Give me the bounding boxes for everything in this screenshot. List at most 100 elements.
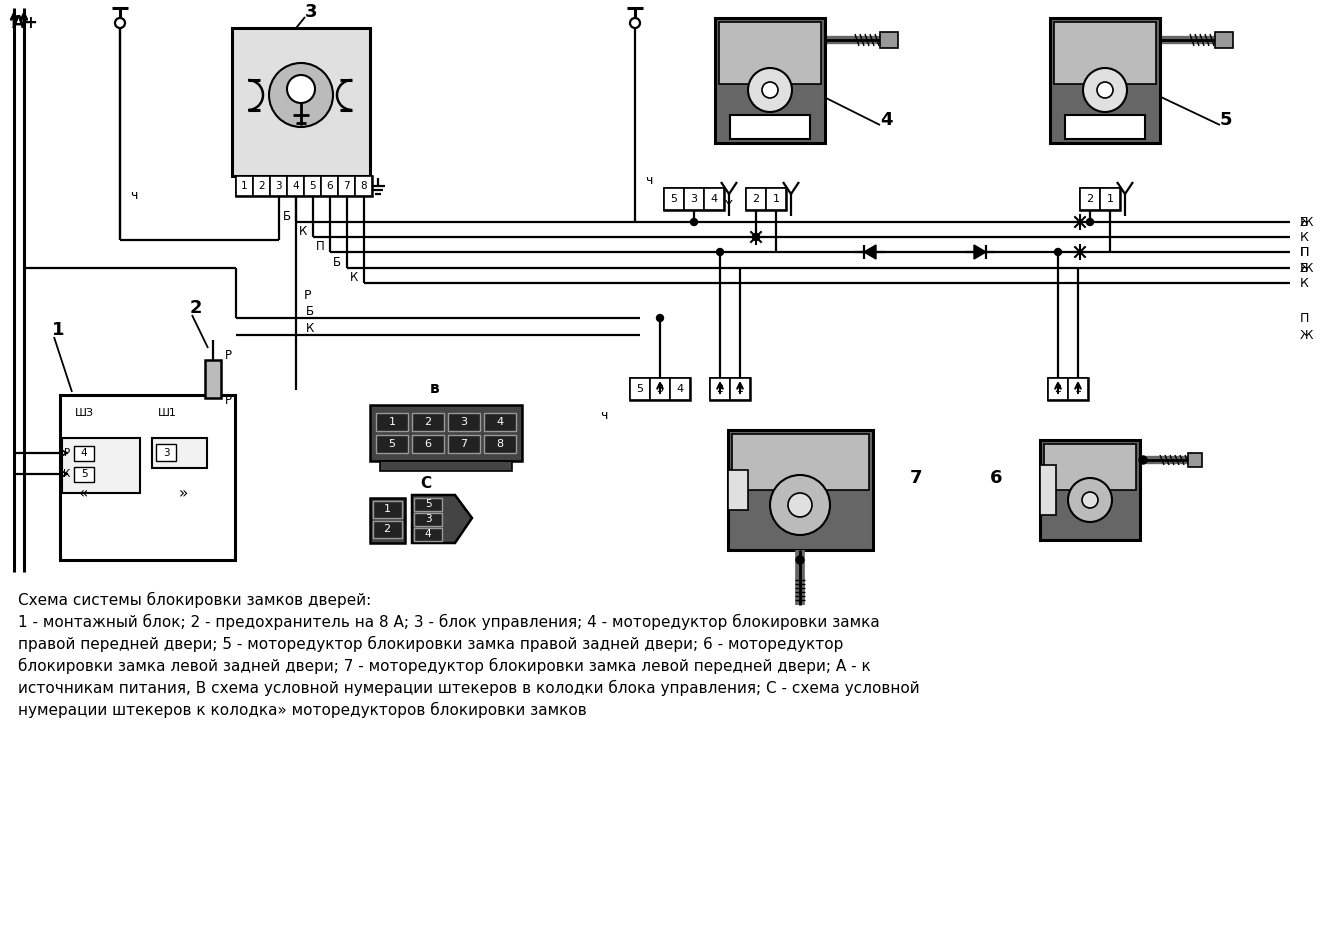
Bar bbox=[287, 176, 305, 196]
Text: 2: 2 bbox=[717, 384, 724, 394]
Bar bbox=[1053, 22, 1156, 84]
Text: источникам питания, В схема условной нумерации штекеров в колодки блока управлен: источникам питания, В схема условной нум… bbox=[19, 680, 919, 697]
Bar bbox=[732, 434, 868, 490]
Circle shape bbox=[630, 18, 640, 28]
Text: 3: 3 bbox=[460, 417, 468, 427]
Text: +: + bbox=[23, 14, 37, 32]
Circle shape bbox=[1083, 68, 1127, 112]
Text: 3: 3 bbox=[690, 194, 697, 204]
Text: 3: 3 bbox=[657, 384, 664, 394]
Text: Схема системы блокировки замков дверей:: Схема системы блокировки замков дверей: bbox=[19, 592, 371, 608]
Circle shape bbox=[1097, 82, 1113, 98]
Text: ШЗ: ШЗ bbox=[74, 408, 94, 418]
Bar bbox=[1040, 465, 1056, 515]
Circle shape bbox=[287, 75, 315, 103]
Bar bbox=[1040, 440, 1140, 540]
Bar bbox=[728, 470, 747, 510]
Text: 3: 3 bbox=[424, 514, 431, 524]
Bar bbox=[1188, 453, 1202, 467]
Text: 6: 6 bbox=[326, 181, 332, 191]
Bar bbox=[1216, 32, 1233, 48]
Bar bbox=[412, 413, 444, 431]
Text: «: « bbox=[80, 486, 89, 501]
Bar bbox=[684, 188, 704, 210]
Text: 1: 1 bbox=[1075, 384, 1081, 394]
Text: 2: 2 bbox=[383, 524, 391, 534]
Polygon shape bbox=[974, 245, 986, 259]
Circle shape bbox=[747, 68, 791, 112]
Bar bbox=[152, 438, 207, 468]
Bar bbox=[630, 378, 650, 400]
Text: 2: 2 bbox=[190, 299, 202, 317]
Text: Ж: Ж bbox=[1299, 328, 1314, 341]
Circle shape bbox=[1055, 248, 1061, 256]
Text: 5: 5 bbox=[388, 439, 395, 449]
Bar bbox=[1080, 188, 1100, 210]
Text: К: К bbox=[64, 469, 70, 479]
Bar bbox=[664, 188, 724, 210]
Text: 7: 7 bbox=[343, 181, 350, 191]
Text: К: К bbox=[299, 224, 307, 237]
Text: 4: 4 bbox=[424, 529, 431, 539]
Bar bbox=[730, 378, 750, 400]
Text: 2: 2 bbox=[258, 181, 265, 191]
Text: К: К bbox=[1299, 276, 1309, 289]
Circle shape bbox=[690, 219, 697, 225]
Bar bbox=[376, 413, 408, 431]
Text: К: К bbox=[306, 322, 314, 335]
Bar bbox=[664, 188, 684, 210]
Text: Y: Y bbox=[725, 199, 733, 212]
Bar bbox=[305, 176, 321, 196]
Text: 1: 1 bbox=[383, 504, 391, 514]
Text: Б: Б bbox=[1299, 261, 1309, 274]
Bar bbox=[1044, 444, 1136, 490]
Bar bbox=[880, 32, 898, 48]
Text: 4: 4 bbox=[880, 111, 892, 129]
Text: блокировки замка левой задней двери; 7 - моторедуктор блокировки замка левой пер: блокировки замка левой задней двери; 7 -… bbox=[19, 658, 871, 674]
Circle shape bbox=[753, 233, 759, 241]
Bar bbox=[1048, 378, 1088, 400]
Bar bbox=[74, 467, 94, 482]
Bar bbox=[235, 176, 372, 196]
Text: 2: 2 bbox=[1055, 384, 1061, 394]
Text: 5: 5 bbox=[81, 469, 88, 479]
Text: 1: 1 bbox=[388, 417, 395, 427]
Bar bbox=[1065, 115, 1145, 139]
Bar bbox=[728, 430, 872, 550]
Bar bbox=[1100, 188, 1120, 210]
Text: Р: Р bbox=[64, 448, 70, 458]
Text: 1: 1 bbox=[1107, 194, 1113, 204]
Text: Ж: Ж bbox=[1299, 261, 1314, 274]
Bar bbox=[380, 461, 512, 471]
Bar bbox=[484, 413, 516, 431]
Bar bbox=[766, 188, 786, 210]
Bar bbox=[670, 378, 690, 400]
Text: П: П bbox=[1299, 246, 1309, 259]
Text: 1: 1 bbox=[52, 321, 64, 339]
Bar bbox=[730, 115, 810, 139]
Text: П: П bbox=[315, 240, 325, 253]
Text: К: К bbox=[350, 271, 359, 284]
Text: 6: 6 bbox=[990, 469, 1003, 487]
Text: П: П bbox=[1299, 246, 1309, 259]
Text: 1: 1 bbox=[773, 194, 779, 204]
Text: Б: Б bbox=[1299, 216, 1309, 229]
Text: 4: 4 bbox=[677, 384, 684, 394]
Bar bbox=[235, 176, 253, 196]
Circle shape bbox=[1087, 219, 1093, 225]
Bar bbox=[704, 188, 724, 210]
Text: 4: 4 bbox=[293, 181, 299, 191]
Bar bbox=[376, 435, 408, 453]
Text: 7: 7 bbox=[910, 469, 923, 487]
Text: A: A bbox=[12, 14, 25, 32]
Circle shape bbox=[657, 314, 664, 322]
Text: 2: 2 bbox=[753, 194, 759, 204]
Bar bbox=[1080, 188, 1120, 210]
Text: в: в bbox=[430, 380, 440, 395]
Bar bbox=[448, 413, 480, 431]
Text: П: П bbox=[1299, 312, 1309, 325]
Circle shape bbox=[762, 82, 778, 98]
Bar bbox=[205, 360, 221, 398]
Bar bbox=[1049, 18, 1160, 143]
Text: Б: Б bbox=[306, 304, 314, 317]
